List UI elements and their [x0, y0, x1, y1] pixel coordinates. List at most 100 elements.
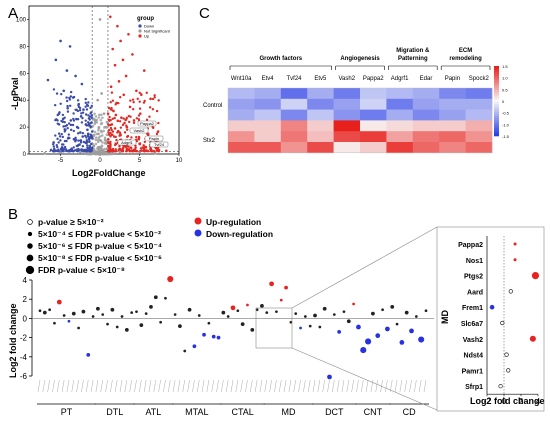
volcano-point-down: [66, 106, 69, 110]
volcano-point-down: [82, 140, 86, 144]
volcano-point-ns: [59, 151, 62, 154]
segment-plot-point-ns: [381, 308, 384, 312]
segment-plot-point-ns: [221, 310, 226, 315]
segment-plot-point-down: [327, 374, 332, 380]
gene-name-stub: [37, 379, 41, 393]
heatmap-cell: [360, 131, 387, 143]
heatmap-gene-label: Adgrf1: [391, 76, 409, 82]
volcano-point-down: [60, 132, 63, 136]
volcano-point-up: [135, 117, 139, 120]
heatmap-cell: [254, 109, 282, 121]
volcano-point-ns: [100, 144, 104, 147]
segment-label-mtal: MTAL: [185, 407, 208, 417]
volcano-point-up: [157, 99, 160, 102]
volcano-point-up: [142, 101, 146, 104]
volcano-point-up: [137, 135, 141, 139]
volcano-point-up: [116, 119, 119, 123]
volcano-point-ns: [98, 150, 102, 153]
volcano-point-ns: [97, 116, 101, 119]
volcano-point-ns: [91, 152, 95, 156]
significance-legend: p-value ≥ 5×10⁻² 5×10⁻⁴ ≤ FDR p-value < 5…: [25, 217, 162, 275]
volcano-point-up: [151, 97, 155, 101]
heatmap-cell: [465, 98, 493, 110]
volcano-point-ns: [94, 142, 98, 146]
heatmap-cell: [439, 120, 466, 132]
segment-plot-point-ns: [135, 310, 138, 314]
gene-name-stub: [119, 379, 123, 393]
volcano-point-down: [85, 108, 89, 111]
colorbar-tick-label: -1.0: [502, 122, 510, 127]
volcano-point-up: [115, 101, 118, 105]
volcano-point-down: [68, 96, 71, 100]
md-inset-plot: MD Log2 fold change -2 0 2 4 Pappa2 Nos1 Ptgs2…: [436, 226, 545, 412]
gene-name-stub: [206, 379, 210, 393]
volcano-point-down: [77, 102, 81, 106]
gene-name-stub: [143, 379, 147, 393]
heatmap-gene-label: Etv4: [262, 76, 275, 82]
segment-plot-point-ns: [371, 311, 375, 316]
segment-plot-point-up: [167, 275, 174, 283]
volcano-point-up: [114, 148, 117, 151]
volcano-point-down: [77, 139, 80, 142]
inset-gene-label: Ptgs2: [464, 274, 483, 281]
volcano-point-down: [74, 138, 78, 142]
gene-name-stub: [274, 379, 277, 393]
volcano-point-up: [127, 32, 130, 36]
heatmap-cell: [360, 120, 387, 132]
heatmap-cell: [254, 142, 282, 154]
gene-name-stub: [129, 379, 132, 393]
volcano-point-down: [52, 88, 56, 91]
gene-name-stub: [298, 379, 301, 393]
volcano-point-ns: [94, 115, 98, 118]
volcano-point-down: [75, 117, 78, 121]
volcano-point-up: [157, 121, 160, 125]
gene-name-stub: [254, 379, 258, 393]
colorbar-segment: [494, 82, 499, 85]
heatmap-cell: [386, 131, 414, 143]
volcano-point-up: [107, 133, 111, 136]
segment-plot-ytick-label: -6: [20, 372, 28, 381]
segment-scatter-panel: p-value ≥ 5×10⁻² 5×10⁻⁴ ≤ FDR p-value < 5…: [8, 217, 545, 417]
volcano-point-down: [75, 125, 79, 129]
gene-name-stub: [303, 379, 306, 393]
gene-name-stub: [370, 379, 374, 393]
volcano-point-ns: [94, 136, 98, 139]
heatmap-cell: [307, 98, 334, 110]
gene-name-stub: [168, 379, 171, 393]
heatmap-gene-label: Tvf24: [286, 76, 302, 82]
heatmap-cell: [254, 131, 282, 143]
volcano-point-ns: [98, 18, 102, 21]
colorbar-segment: [494, 86, 499, 89]
inset-point-ns: [498, 384, 503, 389]
segment-plot-point-down: [67, 319, 71, 323]
volcano-point-down: [69, 104, 72, 108]
colorbar-segment: [494, 68, 499, 71]
gene-name-stub: [394, 379, 398, 393]
volcano-point-up: [112, 109, 115, 113]
volcano-point-ns: [97, 128, 100, 132]
md-inset-frame: [436, 226, 545, 412]
volcano-point-down: [78, 143, 81, 146]
inset-point-up: [513, 258, 517, 262]
volcano-point-down: [88, 144, 92, 148]
volcano-point-up: [127, 148, 130, 152]
volcano-point-ns: [105, 147, 109, 150]
segment-plot-point-down: [211, 334, 216, 339]
volcano-point-down: [59, 39, 62, 43]
volcano-point-up: [146, 132, 150, 136]
volcano-point-up: [152, 150, 155, 153]
inset-gene-label: Sfrp1: [465, 384, 483, 391]
heatmap-cell: [228, 109, 255, 121]
volcano-point-ns: [104, 139, 107, 142]
volcano-point-down: [69, 119, 73, 122]
volcano-point-down: [67, 136, 70, 140]
gene-name-stub: [375, 379, 378, 393]
volcano-point-down: [67, 122, 71, 125]
volcano-point-ns: [91, 124, 95, 128]
gene-name-stub: [235, 379, 239, 393]
volcano-point-up: [131, 108, 135, 111]
colorbar-tick-label: 0.5: [502, 87, 508, 92]
colorbar-segment: [494, 120, 499, 123]
volcano-point-ns: [101, 141, 104, 144]
volcano-point-up: [109, 101, 112, 104]
